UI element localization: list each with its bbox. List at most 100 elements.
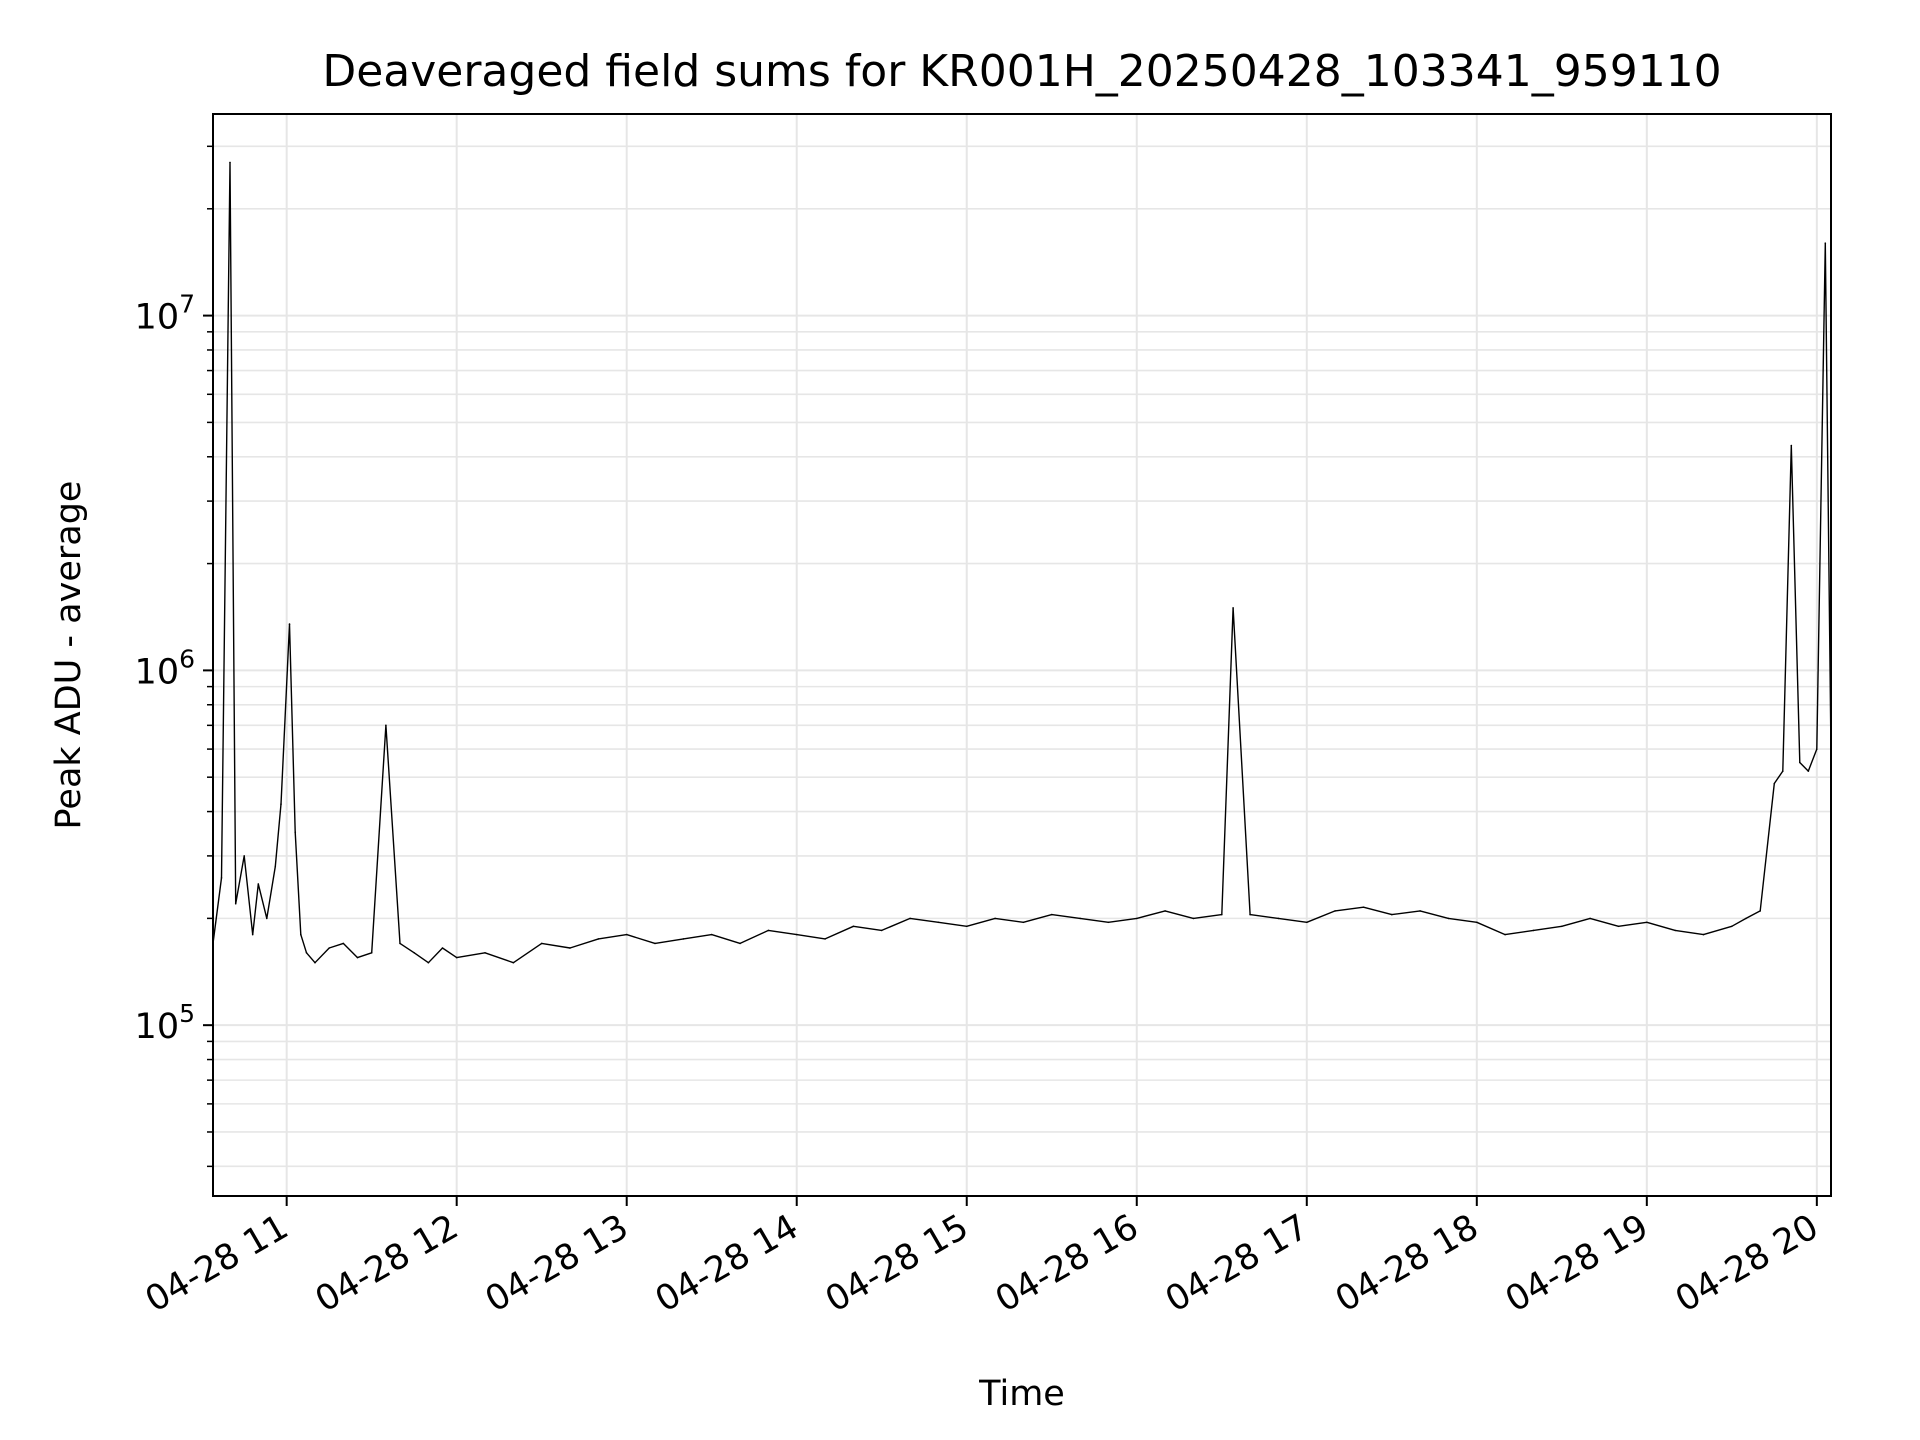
y-tick-exponent: 7: [179, 290, 195, 319]
data-point: [710, 933, 713, 936]
x-tick-label: 04-28 14: [649, 1207, 805, 1320]
data-point: [274, 865, 277, 868]
data-point: [1136, 917, 1138, 920]
data-point: [1824, 242, 1827, 244]
data-point: [1589, 917, 1591, 920]
y-tick-label: 107: [135, 290, 195, 338]
data-point: [288, 623, 291, 625]
data-point: [1674, 929, 1676, 932]
data-point: [280, 803, 282, 805]
data-point: [1790, 444, 1793, 447]
y-tick-base: 10: [135, 1007, 180, 1047]
data-point: [1447, 917, 1450, 920]
data-point: [441, 947, 444, 949]
data-point: [257, 883, 260, 885]
data-point: [1221, 913, 1223, 916]
y-tick-label: 105: [135, 999, 195, 1047]
data-point: [427, 961, 430, 964]
data-point: [625, 933, 628, 936]
data-point: [220, 877, 223, 879]
plot-frame: [212, 113, 1832, 1197]
x-axis: 04-28 11 04-28 12 04-28 13 04-28 14 04-28 15…: [139, 1196, 1825, 1320]
data-point: [413, 952, 416, 954]
data-point: [795, 933, 798, 936]
data-point: [965, 925, 968, 928]
x-tick-label: 04-28 15: [819, 1207, 975, 1320]
data-point: [1782, 770, 1784, 772]
data-point: [1334, 910, 1336, 912]
y-tick-exponent: 5: [179, 999, 195, 1028]
data-point: [1745, 917, 1747, 920]
data-point: [1816, 748, 1818, 750]
data-point: [1022, 921, 1025, 924]
data-point: [852, 925, 855, 928]
data-point: [1799, 761, 1801, 764]
data-point: [1731, 925, 1733, 928]
data-point: [305, 952, 308, 954]
data-point: [399, 942, 401, 945]
x-tick-label: 04-28 12: [309, 1207, 465, 1320]
data-point: [1807, 770, 1810, 772]
data-point: [1079, 917, 1081, 920]
data-point: [1759, 910, 1761, 912]
data-point: [385, 724, 387, 727]
x-tick-label: 04-28 18: [1329, 1207, 1485, 1320]
data-point: [1532, 929, 1535, 932]
data-point: [229, 161, 231, 164]
data-point: [234, 902, 237, 905]
data-point: [994, 917, 996, 920]
y-tick-exponent: 6: [179, 644, 195, 673]
data-point: [682, 938, 685, 940]
y-tick-base: 10: [135, 298, 180, 338]
data-point: [909, 917, 911, 920]
x-axis-label: Time: [978, 1374, 1065, 1414]
data-point: [512, 961, 515, 964]
y-tick-base: 10: [135, 652, 180, 692]
data-point: [1773, 782, 1776, 785]
data-point: [1249, 913, 1251, 916]
x-tick-label: 04-28 20: [1669, 1207, 1825, 1320]
data-point: [1232, 607, 1234, 609]
data-point: [937, 921, 940, 924]
data-point: [1646, 921, 1648, 924]
data-point: [1504, 933, 1506, 936]
data-point: [1617, 925, 1620, 928]
data-point: [1702, 933, 1705, 936]
data-point: [342, 942, 345, 945]
data-point: [484, 952, 486, 954]
data-point: [1107, 921, 1110, 924]
data-point: [1192, 917, 1195, 920]
series-group: [212, 161, 1832, 964]
data-point: [1476, 921, 1478, 924]
x-tick-label: 04-28 13: [479, 1207, 635, 1320]
data-point: [455, 956, 458, 959]
data-point: [569, 947, 571, 949]
data-point: [314, 961, 316, 964]
data-point: [1362, 906, 1365, 908]
x-tick-label: 04-28 11: [139, 1207, 295, 1320]
data-point: [1391, 913, 1393, 916]
data-point: [1306, 921, 1308, 924]
data-point: [356, 956, 359, 959]
data-point: [370, 952, 373, 954]
data-point: [654, 942, 656, 945]
chart-title: Deaveraged field sums for KR001H_2025042…: [322, 46, 1721, 97]
data-point: [1051, 913, 1053, 916]
x-tick-label: 04-28 17: [1159, 1207, 1315, 1320]
data-point: [540, 942, 543, 945]
data-point: [266, 917, 268, 920]
data-point: [1164, 910, 1166, 912]
data-point: [767, 929, 770, 932]
data-point: [243, 855, 245, 857]
data-point: [597, 938, 600, 940]
y-tick-label: 106: [135, 644, 195, 692]
grid: [213, 114, 1831, 1196]
data-point: [294, 831, 297, 833]
data-point: [880, 929, 883, 932]
x-tick-label: 04-28 19: [1499, 1207, 1655, 1320]
data-point: [739, 942, 741, 945]
data-point: [1419, 910, 1421, 912]
x-tick-label: 04-28 16: [989, 1207, 1145, 1320]
